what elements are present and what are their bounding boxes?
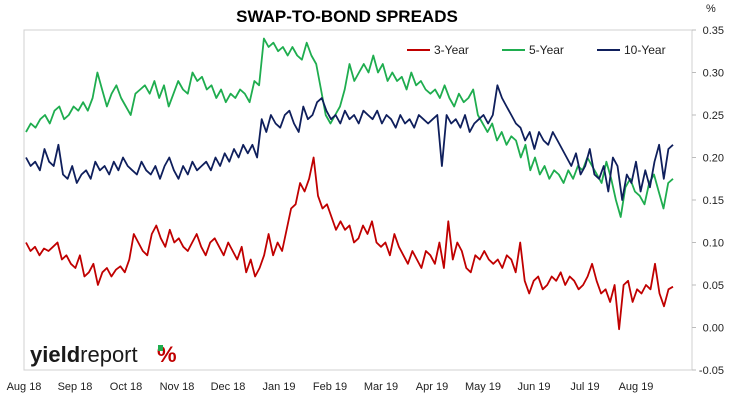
logo-text-bold: yield <box>30 342 80 367</box>
yieldreport-logo: yieldreport % <box>30 342 177 367</box>
legend-label-5-year: 5-Year <box>529 43 564 57</box>
series-line-10-year <box>25 84 674 201</box>
y-axis: 0.35 0.30 0.25 0.20 0.15 0.10 0.05 0.00 -0.05 <box>692 25 724 377</box>
x-tick-label: Jul 19 <box>570 381 599 393</box>
x-tick-label: Oct 18 <box>110 381 142 393</box>
y-tick-label: 0.20 <box>703 153 724 165</box>
svg-text:yieldreport: yieldreport <box>30 342 138 367</box>
y-tick-label: 0.35 <box>703 25 724 37</box>
series-lines <box>25 37 674 331</box>
y-tick-label: -0.05 <box>699 365 724 377</box>
legend-label-3-year: 3-Year <box>434 43 469 57</box>
x-tick-label: May 19 <box>465 381 501 393</box>
x-tick-label: Aug 19 <box>619 381 654 393</box>
y-tick-label: 0.30 <box>703 68 724 80</box>
x-tick-label: Aug 18 <box>7 381 42 393</box>
series-line-3-year <box>25 156 674 331</box>
x-axis: Aug 18 Sep 18 Oct 18 Nov 18 Dec 18 Jan 19 Feb … <box>7 381 654 393</box>
y-tick-label: 0.10 <box>703 238 724 250</box>
y-tick-label: 0.25 <box>703 110 724 122</box>
x-tick-label: Feb 19 <box>313 381 347 393</box>
y-tick-label: 0.05 <box>703 280 724 292</box>
x-tick-label: Nov 18 <box>160 381 195 393</box>
legend: 3-Year 5-Year 10-Year <box>407 43 666 57</box>
x-tick-label: Jun 19 <box>517 381 550 393</box>
y-tick-label: 0.15 <box>703 195 724 207</box>
x-tick-label: Dec 18 <box>211 381 246 393</box>
logo-green-accent <box>158 345 163 351</box>
legend-label-10-year: 10-Year <box>624 43 666 57</box>
logo-text-regular: report <box>80 342 137 367</box>
x-tick-label: Sep 18 <box>58 381 93 393</box>
x-tick-label: Jan 19 <box>262 381 295 393</box>
plot-frame <box>23 29 693 371</box>
x-tick-label: Apr 19 <box>416 381 448 393</box>
series-line-5-year <box>25 37 674 218</box>
x-tick-label: Mar 19 <box>364 381 398 393</box>
chart-title: SWAP-TO-BOND SPREADS <box>236 7 458 26</box>
y-tick-label: 0.00 <box>703 323 724 335</box>
y-axis-unit: % <box>706 3 716 15</box>
